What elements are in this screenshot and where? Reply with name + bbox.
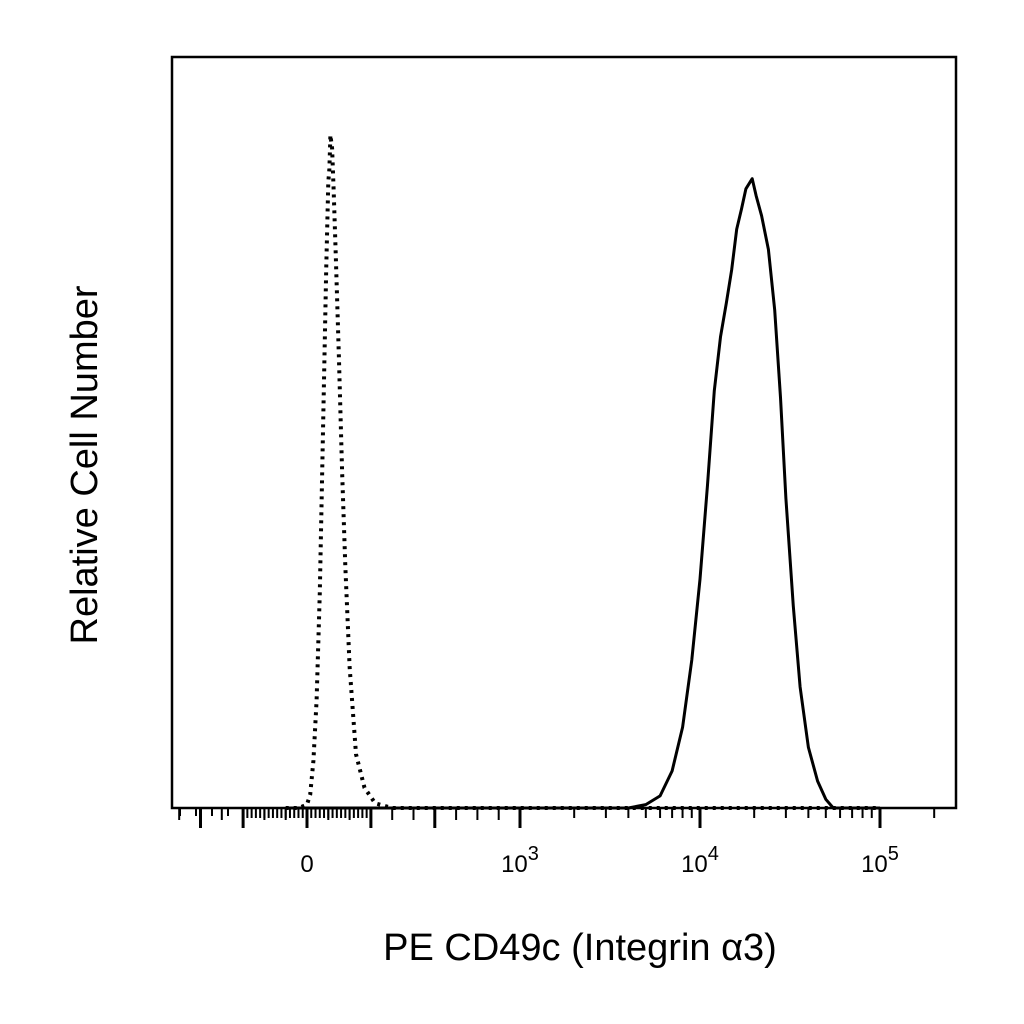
x-tick-label: 104: [681, 843, 719, 878]
x-axis-label: PE CD49c (Integrin α3): [383, 927, 777, 969]
x-minor-ticks: [178, 808, 936, 820]
stained-histogram-line: [285, 177, 880, 810]
control-histogram-line: [285, 133, 880, 810]
plot-frame: [170, 55, 958, 810]
x-tick-label: 103: [501, 843, 539, 878]
x-major-ticks: [199, 808, 882, 828]
y-axis-label: Relative Cell Number: [64, 285, 106, 644]
series-layer: [285, 133, 880, 810]
x-tick-label: 105: [861, 843, 899, 878]
x-tick-label: 0: [300, 851, 313, 878]
x-tick-labels: 0 103 104 105: [300, 843, 899, 878]
